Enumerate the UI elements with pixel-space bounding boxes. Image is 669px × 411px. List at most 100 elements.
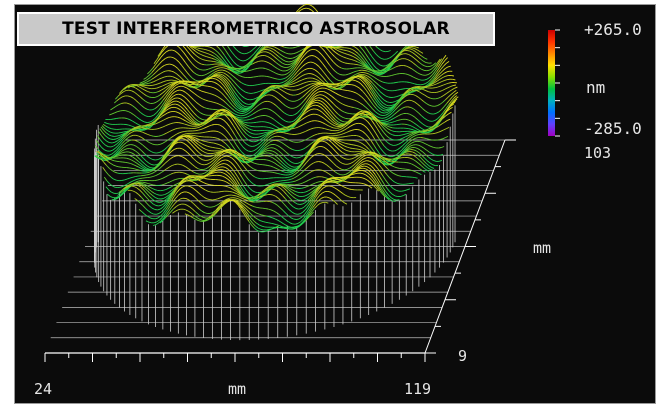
surface-wire [146,108,150,111]
surface-wire [229,67,233,70]
surface-wire [144,163,148,167]
surface-wire [419,73,423,76]
surface-wire [255,51,259,56]
surface-wire [386,57,390,60]
surface-wire [253,100,257,105]
surface-wire [438,159,443,162]
surface-wire [254,116,258,119]
surface-wire [263,146,267,150]
surface-wire [371,119,375,125]
surface-wire [371,134,376,140]
surface-wire [143,86,147,89]
surface-wire [231,79,236,83]
surface-wire [376,47,381,50]
surface-wire [160,88,165,91]
surface-wire [229,101,233,106]
surface-wire [218,117,222,120]
surface-wire [294,112,298,115]
surface-wire [379,159,383,162]
surface-wire [345,78,349,81]
surface-wire [435,77,439,81]
surface-wire [432,76,436,80]
surface-wire [213,60,217,63]
surface-wire [333,103,337,107]
surface-wire [292,65,296,70]
surface-wire [285,75,289,79]
surface-wire [387,108,391,111]
surface-wire [424,94,428,98]
surface-wire [453,95,458,99]
surface-wire [168,94,173,99]
surface-wire [161,65,165,68]
surface-wire [162,90,166,94]
surface-wire [226,122,230,127]
surface-wire [211,123,215,126]
surface-wire [415,110,419,114]
surface-wire [378,122,383,127]
surface-wire [203,126,207,129]
surface-wire [345,135,349,138]
surface-wire [349,158,353,160]
surface-wire [200,69,203,71]
surface-wire [159,110,163,116]
surface-wire [365,89,370,95]
surface-wire [385,113,389,116]
surface-wire [204,122,208,125]
surface-wire [405,144,410,149]
surface-wire [410,120,414,124]
surface-wire [453,100,457,104]
surface-wire [196,122,200,125]
surface-wire [189,112,194,117]
surface-wire [363,113,367,116]
surface-wire [339,50,343,53]
surface-wire [186,72,191,76]
surface-wire [339,149,343,153]
surface-wire [409,87,413,90]
surface-wire [191,150,195,154]
surface-wire [333,87,338,89]
surface-wire [232,95,236,101]
surface-wire [345,62,348,64]
surface-wire [195,141,199,145]
surface-wire [252,153,256,156]
surface-wire [132,148,136,152]
surface-wire [303,96,308,101]
surface-wire [176,82,180,86]
surface-wire [135,134,139,137]
surface-wire [366,141,371,146]
surface-wire [228,69,232,72]
surface-wire [254,84,258,86]
surface-wire [205,141,209,143]
surface-wire [273,166,277,169]
surface-wire [112,147,116,151]
surface-wire [315,113,319,116]
surface-wire [117,110,121,113]
surface-wire [280,163,284,167]
surface-wire [289,160,293,164]
surface-wire [158,134,162,137]
surface-wire [319,45,323,49]
surface-wire [365,82,369,87]
surface-wire [351,119,355,123]
surface-wire [452,98,456,102]
surface-wire [364,56,368,62]
surface-wire [137,152,141,156]
surface-wire [220,82,224,86]
surface-wire [321,137,325,140]
surface-wire [185,80,189,83]
surface-wire [328,86,332,89]
surface-wire [189,143,194,147]
surface-wire [286,114,290,116]
surface-wire [311,108,315,110]
surface-wire [442,54,447,60]
surface-wire [406,141,411,145]
surface-wire [313,139,317,142]
surface-wire [113,100,118,104]
surface-wire [141,120,145,123]
surface-wire [139,165,143,168]
surface-wire [416,51,420,55]
surface-wire [291,59,295,62]
surface-wire [200,90,205,93]
surface-wire [387,69,391,72]
surface-wire [200,48,204,50]
